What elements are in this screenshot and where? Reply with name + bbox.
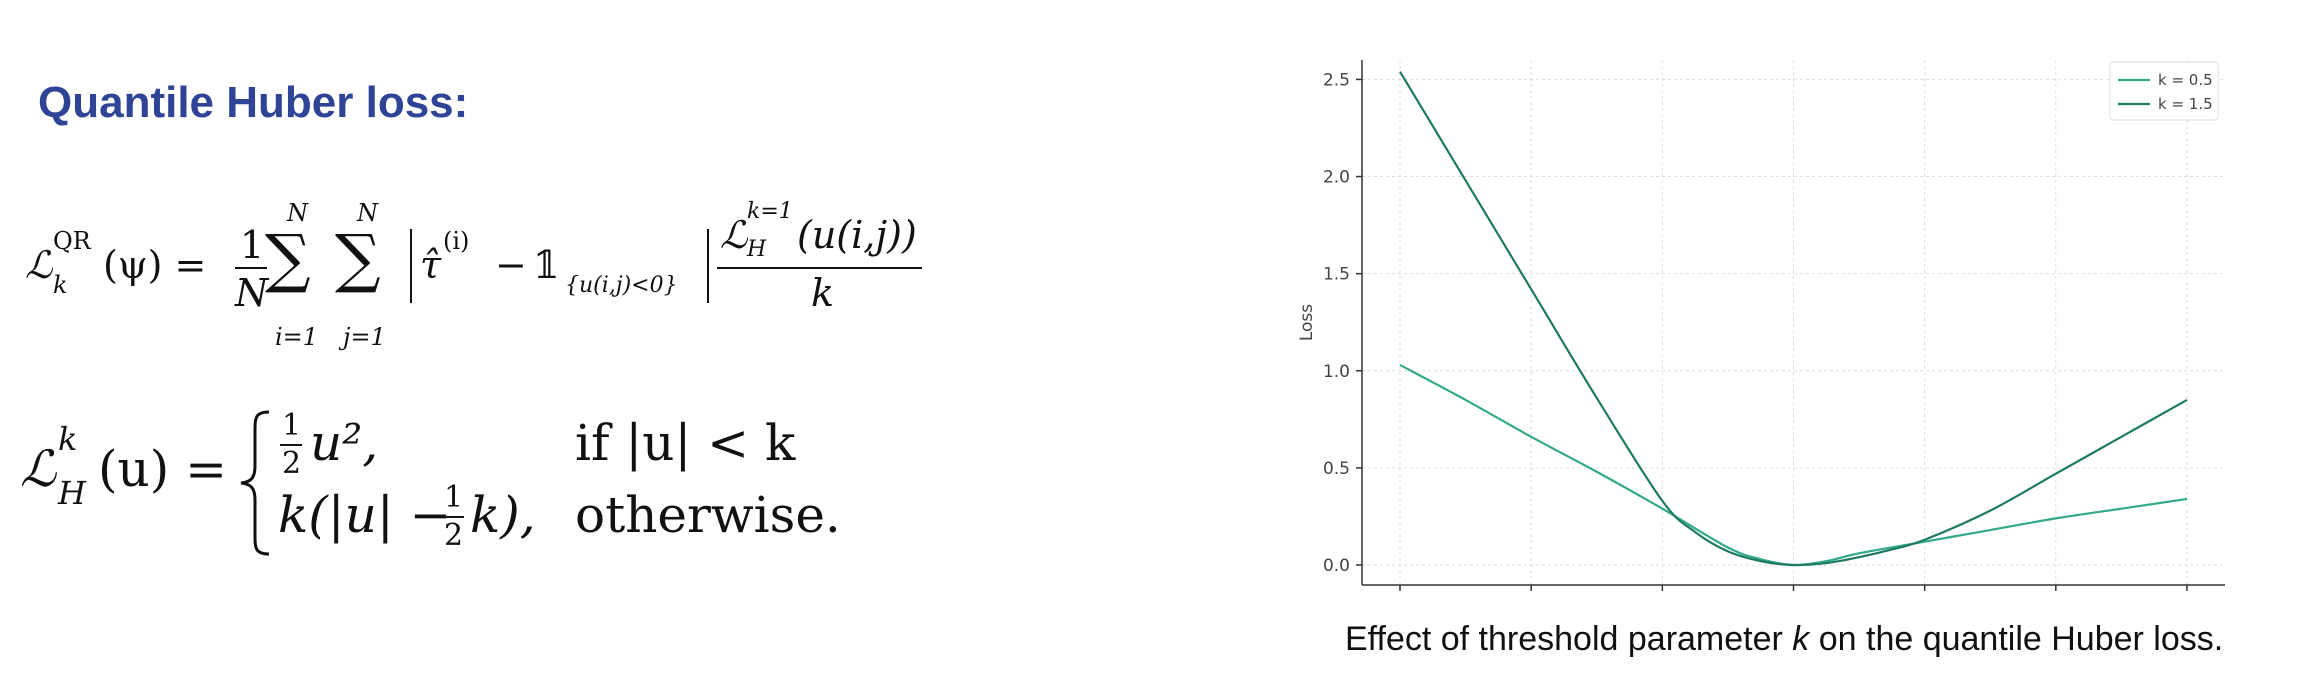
sum1-sigma: ∑ (265, 222, 311, 296)
lhs-subscript: H (58, 474, 86, 512)
quantile-huber-equation: ℒ QR k (ψ) = 1 N N ∑ i=1 N ∑ j=1 τ̂ (i) … (25, 199, 925, 375)
lhs-argument: (u) = (98, 440, 228, 498)
lhs-subscript: k (53, 271, 68, 299)
case2-suffix: k), (470, 486, 536, 544)
sum1-upper: N (287, 199, 308, 227)
y-tick-label: 2.5 (1323, 70, 1350, 90)
rhs-numerator-symbol: ℒ (720, 213, 748, 257)
fraction-denominator: N (235, 271, 269, 315)
y-tick-label: 2.0 (1323, 168, 1350, 188)
rhs-denominator: k (811, 271, 835, 315)
lhs-symbol: ℒ (20, 440, 57, 498)
caption-k: k (1792, 620, 1810, 658)
case1-half-bar (280, 444, 302, 446)
y-tick-label: 1.5 (1323, 265, 1350, 285)
lhs-superscript: QR (53, 227, 91, 255)
section-title: Quantile Huber loss: (38, 78, 469, 127)
abs-bar-right (707, 229, 709, 303)
y-tick-label: 0.5 (1323, 459, 1350, 479)
case1-half-num: 1 (282, 408, 302, 443)
huber-loss-equation: ℒ k H (u) = 1 2 u², if |u| < k k(|u| − 1… (20, 400, 841, 570)
series-line-2 (1399, 71, 2188, 567)
legend-label-1: k = 0.5 (2158, 71, 2213, 89)
legend-box (2109, 61, 2219, 121)
caption-text-before: Effect of threshold parameter (1345, 620, 1793, 658)
case2-condition: otherwise. (575, 486, 841, 544)
rhs-fraction-bar (717, 267, 922, 269)
loss-chart: 0.0 0.5 1.0 1.5 2.0 2.5 Loss k = 0.5 k = 1.5 (1297, 60, 2225, 591)
case2-half-bar (442, 516, 464, 518)
lhs-symbol: ℒ (25, 243, 53, 287)
minus-sign: − (495, 243, 527, 287)
case1-expression: u², (310, 414, 379, 472)
caption-text-after: on the quantile Huber loss. (1809, 620, 2224, 658)
sum2-upper: N (357, 199, 378, 227)
rhs-numerator-subscript: H (747, 237, 767, 262)
y-axis-label: Loss (1297, 304, 1317, 341)
lhs-argument: (ψ) = (103, 243, 207, 287)
sum1-lower: i=1 (275, 323, 319, 351)
legend-label-2: k = 1.5 (2158, 95, 2213, 113)
case2-prefix: k(|u| − (278, 486, 452, 544)
abs-bar-left (410, 229, 412, 303)
sum2-sigma: ∑ (335, 222, 381, 296)
tau-superscript: (i) (443, 227, 470, 255)
rhs-numerator-superscript: k=1 (747, 199, 793, 224)
figure-caption: Effect of threshold parameter k on the q… (1345, 620, 2223, 659)
case1-half-den: 2 (282, 446, 302, 481)
fraction-numerator: 1 (240, 223, 265, 267)
tau-hat: τ̂ (420, 243, 442, 287)
cases-brace (240, 410, 270, 556)
fraction-bar (235, 267, 267, 269)
case2-half-den: 2 (444, 518, 464, 553)
indicator-subscript: {u(i,j)<0} (565, 273, 678, 298)
indicator-symbol: 𝟙 (533, 243, 560, 287)
case1-condition: if |u| < k (575, 414, 796, 472)
case2-half-num: 1 (444, 480, 464, 515)
y-tick-label: 0.0 (1323, 556, 1350, 576)
sum2-lower: j=1 (343, 323, 386, 351)
y-tick-label: 1.0 (1323, 362, 1350, 382)
rhs-numerator-argument: (u(i,j)) (797, 213, 917, 257)
lhs-superscript: k (58, 420, 78, 458)
